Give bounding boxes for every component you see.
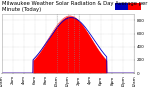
Bar <box>115 3 128 10</box>
Bar <box>128 3 141 10</box>
Text: Milwaukee Weather Solar Radiation & Day Average per Minute (Today): Milwaukee Weather Solar Radiation & Day … <box>2 1 147 12</box>
